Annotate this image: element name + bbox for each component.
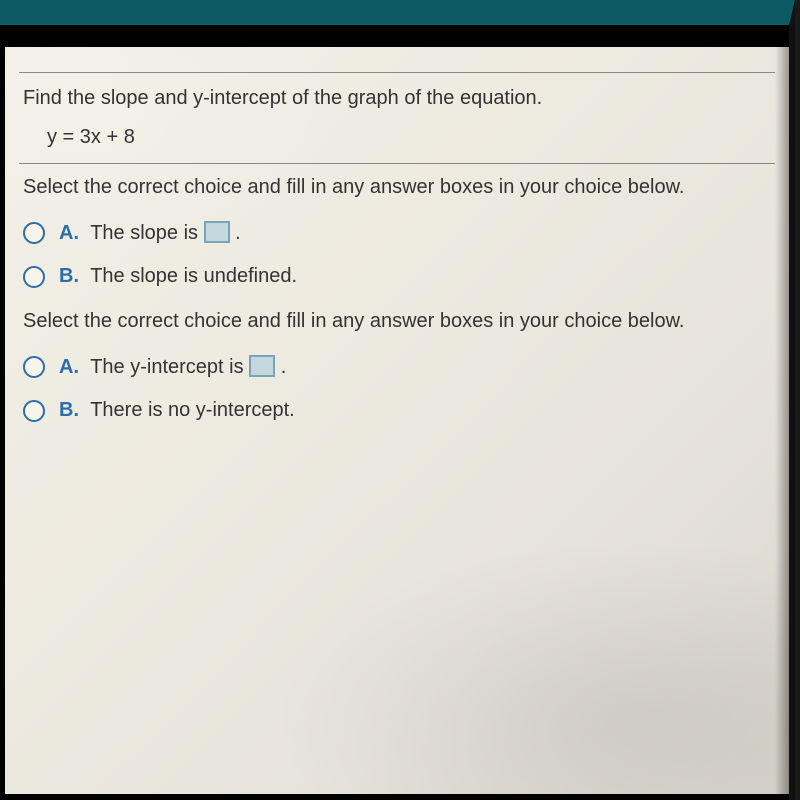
answer-box-slope[interactable]: [204, 221, 230, 243]
instruction-1: Select the correct choice and fill in an…: [19, 163, 775, 211]
radio-icon[interactable]: [23, 356, 45, 378]
option-text-before: The y-intercept is: [90, 356, 249, 378]
option-letter: A.: [59, 356, 79, 378]
option-text-before: The slope is: [90, 222, 203, 244]
option-text: There is no y-intercept.: [90, 399, 295, 421]
question-text: Find the slope and y-intercept of the gr…: [19, 73, 775, 120]
radio-icon[interactable]: [23, 222, 45, 244]
option-text-after: .: [235, 222, 241, 244]
radio-icon[interactable]: [23, 266, 45, 288]
radio-icon[interactable]: [23, 400, 45, 422]
option-text-after: .: [281, 356, 287, 378]
option-text: The slope is undefined.: [90, 265, 297, 287]
slope-option-a[interactable]: A. The slope is .: [19, 211, 775, 255]
yint-option-b[interactable]: B. There is no y-intercept.: [19, 389, 775, 432]
instruction-2: Select the correct choice and fill in an…: [19, 298, 775, 345]
equation-text: y = 3x + 8: [19, 120, 775, 163]
top-margin: [19, 47, 775, 73]
answer-box-yint[interactable]: [249, 355, 275, 377]
option-letter: A.: [59, 222, 79, 244]
option-letter: B.: [59, 399, 79, 421]
option-letter: B.: [59, 265, 79, 287]
yint-option-a[interactable]: A. The y-intercept is .: [19, 345, 775, 389]
slope-option-b[interactable]: B. The slope is undefined.: [19, 255, 775, 298]
worksheet-panel: Find the slope and y-intercept of the gr…: [5, 47, 789, 794]
